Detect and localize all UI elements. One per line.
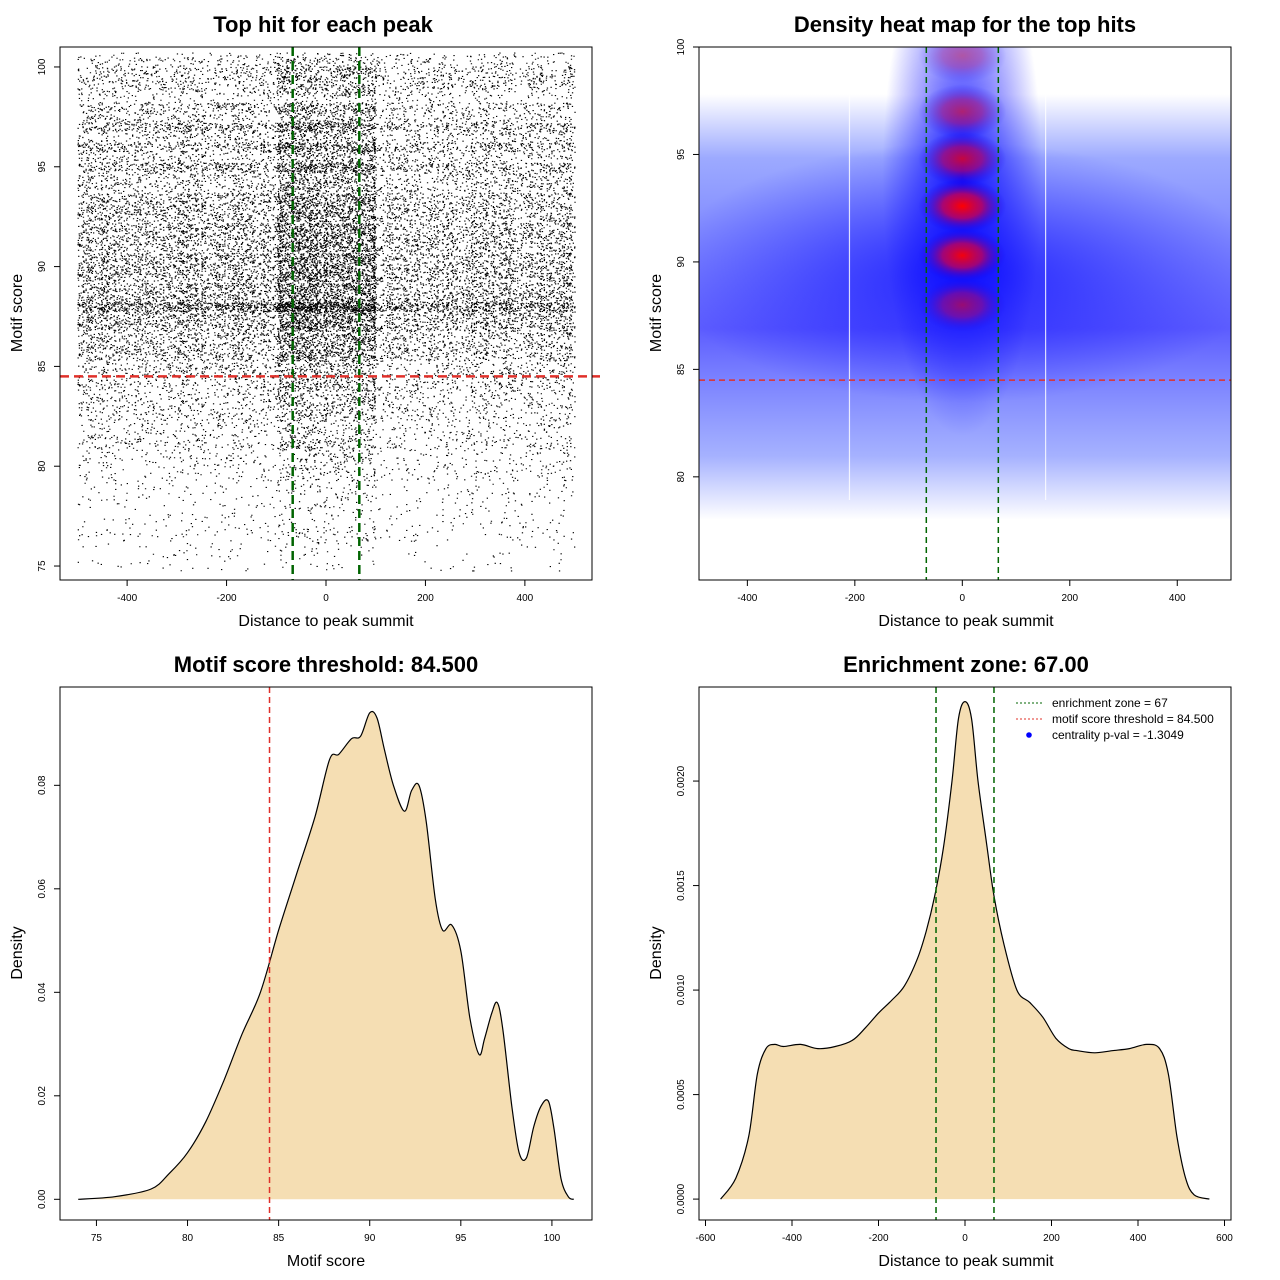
heatmap-y-label: Motif score [648,274,665,352]
scatter-reference-lines [60,47,600,580]
density-curve-line [78,710,575,1200]
y-tick-label: 85 [676,363,687,375]
distance-density-x-label: Distance to peak summit [878,1253,1054,1270]
density-fill [720,701,1210,1200]
scatter-x-ticks: -400 -200 0 200 400 [117,580,534,604]
heatmap-density [699,47,1231,580]
score-density-x-ticks: 75 80 85 90 95 100 [91,1220,561,1244]
score-density-y-label: Density [9,926,26,979]
x-tick-label: 400 [1130,1233,1147,1244]
legend-zone-label: enrichment zone = 67 [1052,696,1168,710]
y-tick-label: 0.02 [37,1086,48,1106]
y-tick-label: 100 [676,38,687,55]
distance-density-curve [720,700,1210,1200]
x-tick-label: 600 [1216,1233,1233,1244]
y-tick-label: 0.00 [37,1189,48,1209]
score-density-title: Motif score threshold: 84.500 [174,652,478,677]
y-tick-label: 90 [37,261,48,273]
x-tick-label: 200 [417,593,434,604]
x-tick-label: -200 [868,1233,888,1244]
distance-density-y-ticks: 0.0000 0.0005 0.0010 0.0015 0.0020 [676,765,699,1214]
y-tick-label: 0.06 [37,879,48,899]
heatmap-x-ticks: -400 -200 0 200 400 [737,580,1186,604]
y-tick-label: 0.0010 [676,974,687,1005]
y-tick-label: 90 [676,256,687,268]
heatmap-hotspot [918,179,1007,234]
x-tick-label: 0 [323,593,329,604]
score-density-panel: Motif score threshold: 84.500 75 80 85 90 95… [9,652,593,1270]
y-tick-label: 0.0020 [676,765,687,796]
legend-pval-label: centrality p-val = -1.3049 [1052,728,1184,742]
x-tick-label: -400 [117,593,137,604]
score-density-plot-frame [59,686,593,1221]
x-tick-label: 90 [364,1233,376,1244]
distance-density-legend: enrichment zone = 67 motif score thresho… [1016,696,1214,742]
legend-pval-point [1026,732,1032,738]
x-tick-label: -200 [845,593,865,604]
x-tick-label: 200 [1043,1233,1060,1244]
y-tick-label: 100 [37,58,48,75]
scatter-panel: Top hit for each peak -400 -200 0 200 400 75… [9,12,600,630]
y-tick-label: 95 [676,148,687,160]
score-density-curve [78,710,575,1200]
scatter-x-label: Distance to peak summit [238,613,414,630]
heatmap-hotspot [918,277,1007,332]
x-tick-label: 75 [91,1233,103,1244]
x-tick-label: 85 [273,1233,285,1244]
heatmap-title: Density heat map for the top hits [794,12,1136,37]
score-density-x-label: Motif score [287,1253,365,1270]
y-tick-label: 85 [37,360,48,372]
x-tick-label: -400 [737,593,757,604]
x-tick-label: 400 [1169,593,1186,604]
y-tick-label: 80 [676,471,687,483]
y-tick-label: 0.0015 [676,870,687,901]
distance-density-panel: Enrichment zone: 67.00 -600 -400 -200 0 200 4… [648,652,1233,1270]
y-tick-label: 75 [37,560,48,572]
score-density-y-ticks: 0.00 0.02 0.04 0.06 0.08 [37,775,60,1209]
x-tick-label: 400 [517,593,534,604]
y-tick-label: 0.0000 [676,1183,687,1214]
x-tick-label: 80 [182,1233,194,1244]
legend-threshold-label: motif score threshold = 84.500 [1052,712,1214,726]
heatmap-plot-frame [698,46,1232,581]
distance-density-zone-lines [935,687,995,1220]
distance-density-title: Enrichment zone: 67.00 [843,652,1089,677]
x-tick-label: 0 [962,1233,968,1244]
x-tick-label: 95 [455,1233,467,1244]
heatmap-hotspot [918,131,1007,186]
scatter-points [77,52,576,572]
scatter-y-ticks: 75 80 85 90 95 100 [37,58,60,572]
density-curve-line [720,700,1210,1200]
heatmap-panel: Density heat map for the top hits -400 -2… [648,12,1232,630]
heatmap-reference-lines [699,47,1231,580]
scatter-y-label: Motif score [9,274,26,352]
y-tick-label: 0.08 [37,775,48,795]
x-tick-label: -400 [782,1233,802,1244]
x-tick-label: -200 [217,593,237,604]
heatmap-x-label: Distance to peak summit [878,613,1054,630]
x-tick-label: 0 [960,593,966,604]
y-tick-label: 80 [37,460,48,472]
scatter-title: Top hit for each peak [213,12,433,37]
y-tick-label: 0.0005 [676,1079,687,1110]
x-tick-label: -600 [695,1233,715,1244]
heatmap-y-ticks: 80 85 90 95 100 [676,38,699,482]
density-fill [78,711,574,1200]
heatmap-hotspot [918,84,1007,139]
y-tick-label: 0.04 [37,982,48,1002]
y-tick-label: 95 [37,161,48,173]
distance-density-y-label: Density [648,926,665,979]
scatter-point-cloud [77,52,576,572]
heatmap-hotspot [918,228,1007,283]
distance-density-x-ticks: -600 -400 -200 0 200 400 600 [695,1220,1233,1244]
x-tick-label: 200 [1061,593,1078,604]
heatmap-hotspot [918,47,1007,83]
x-tick-label: 100 [544,1233,561,1244]
